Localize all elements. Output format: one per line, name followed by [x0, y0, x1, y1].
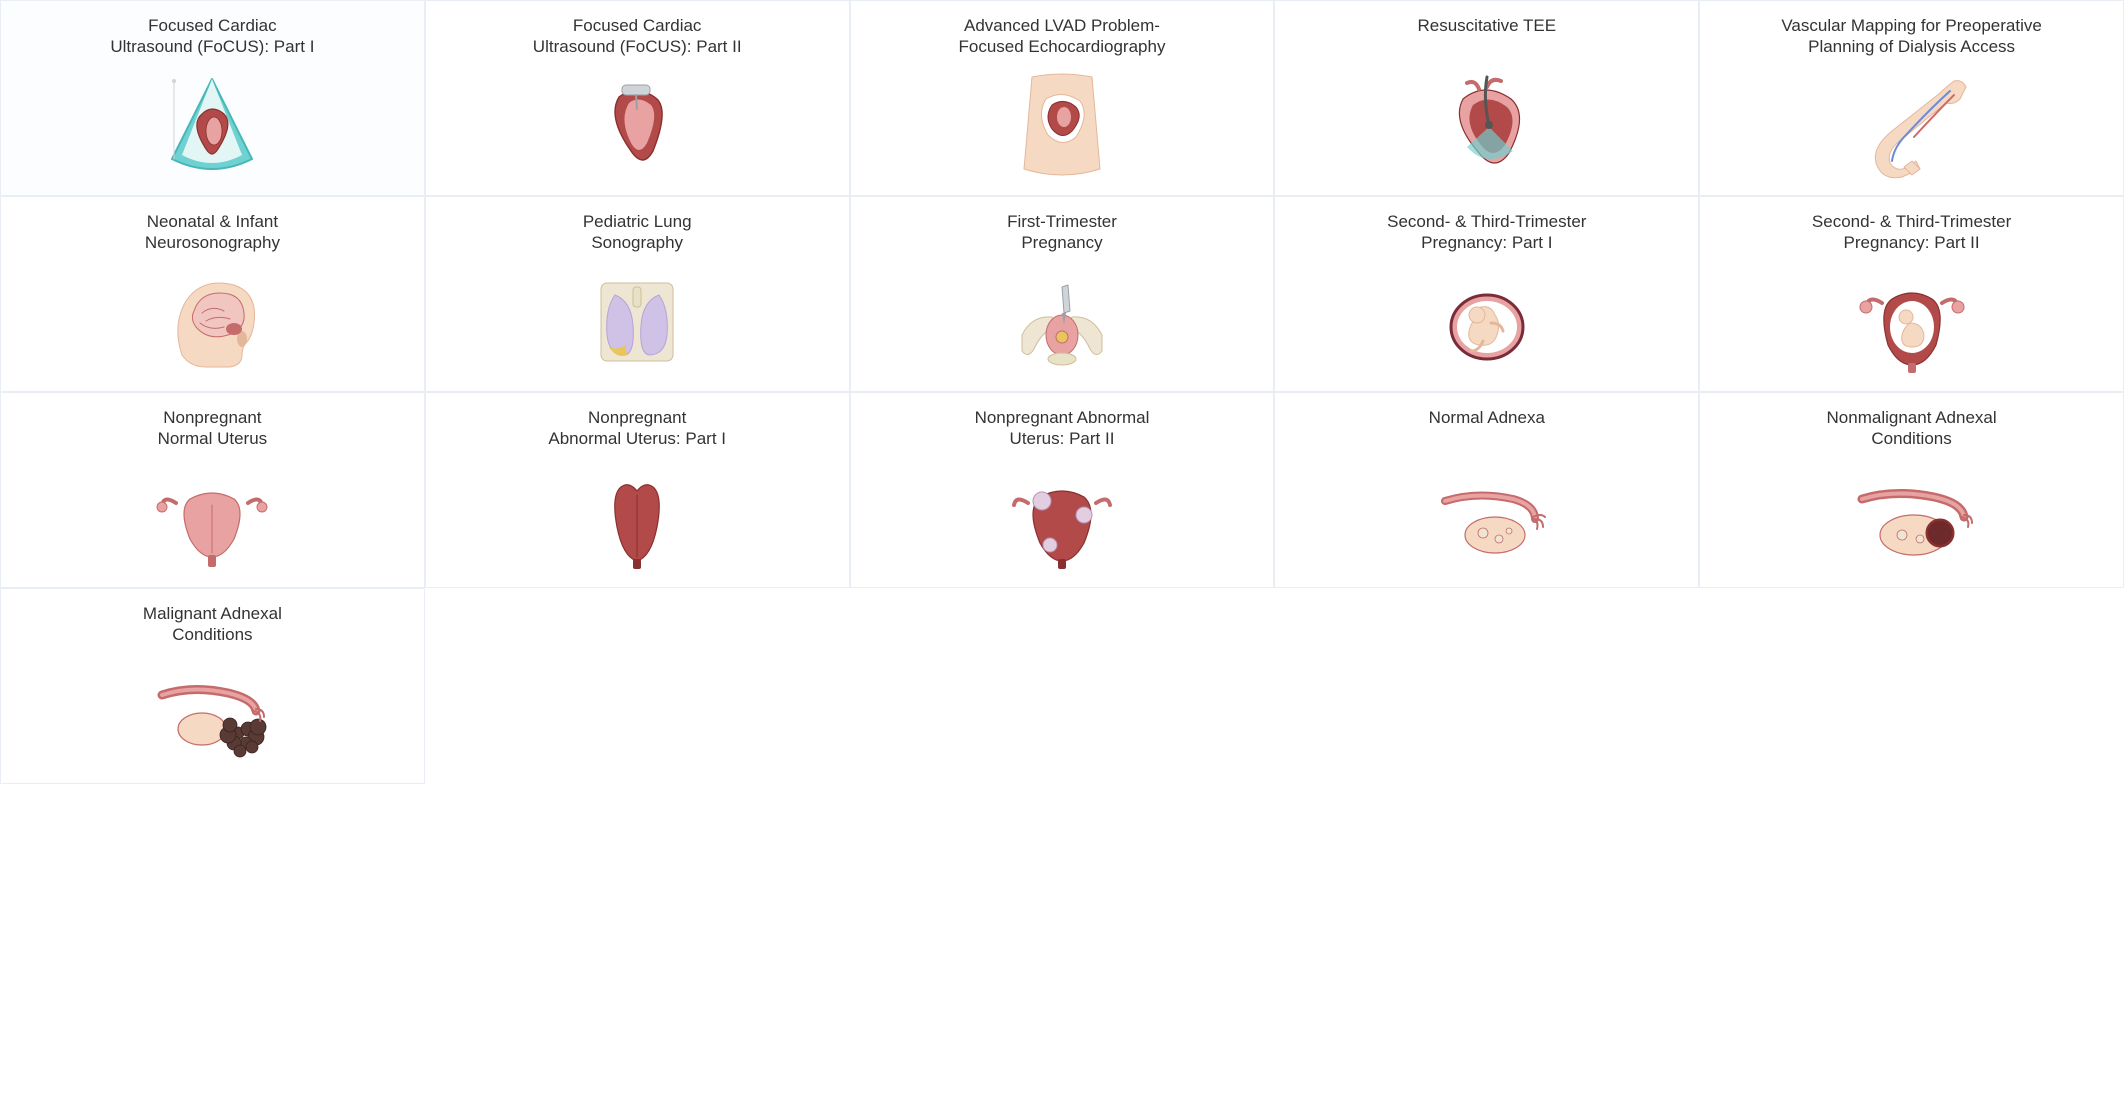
module-card-focus-p1[interactable]: Focused Cardiac Ultrasound (FoCUS): Part…	[0, 0, 425, 196]
module-title: Nonpregnant Abnormal Uterus: Part II	[975, 407, 1150, 451]
module-title: Pediatric Lung Sonography	[583, 211, 692, 255]
module-title: Vascular Mapping for Preoperative Planni…	[1781, 15, 2042, 59]
focus1-icon	[142, 69, 282, 179]
uterus_ab2-icon	[992, 461, 1132, 571]
module-card-adnexa-nm[interactable]: Nonmalignant Adnexal Conditions	[1699, 392, 2124, 588]
module-card-tri1[interactable]: First-Trimester Pregnancy	[850, 196, 1275, 392]
module-title: Resuscitative TEE	[1418, 15, 1557, 59]
module-title: Advanced LVAD Problem- Focused Echocardi…	[959, 15, 1166, 59]
uterus_ab1-icon	[567, 461, 707, 571]
module-title: First-Trimester Pregnancy	[1007, 211, 1117, 255]
module-title: Malignant Adnexal Conditions	[143, 603, 282, 647]
uterus_norm-icon	[142, 461, 282, 571]
module-title: Second- & Third-Trimester Pregnancy: Par…	[1812, 211, 2011, 255]
arm-icon	[1842, 69, 1982, 179]
module-title: Second- & Third-Trimester Pregnancy: Par…	[1387, 211, 1586, 255]
lungs-icon	[567, 265, 707, 375]
tri23b-icon	[1842, 265, 1982, 375]
module-card-vasc-map[interactable]: Vascular Mapping for Preoperative Planni…	[1699, 0, 2124, 196]
module-grid: Focused Cardiac Ultrasound (FoCUS): Part…	[0, 0, 2124, 784]
module-title: Neonatal & Infant Neurosonography	[145, 211, 280, 255]
module-card-np-ab2[interactable]: Nonpregnant Abnormal Uterus: Part II	[850, 392, 1275, 588]
neonate-icon	[142, 265, 282, 375]
module-title: Normal Adnexa	[1429, 407, 1545, 451]
module-card-np-normal[interactable]: Nonpregnant Normal Uterus	[0, 392, 425, 588]
module-card-np-ab1[interactable]: Nonpregnant Abnormal Uterus: Part I	[425, 392, 850, 588]
module-card-tri23-p1[interactable]: Second- & Third-Trimester Pregnancy: Par…	[1274, 196, 1699, 392]
module-title: Nonpregnant Abnormal Uterus: Part I	[548, 407, 726, 451]
module-card-ped-lung[interactable]: Pediatric Lung Sonography	[425, 196, 850, 392]
module-title: Nonmalignant Adnexal Conditions	[1827, 407, 1997, 451]
lvad-icon	[992, 69, 1132, 179]
module-card-tri23-p2[interactable]: Second- & Third-Trimester Pregnancy: Par…	[1699, 196, 2124, 392]
adnexa_m-icon	[142, 657, 282, 767]
focus2-icon	[567, 69, 707, 179]
adnexa_norm-icon	[1417, 461, 1557, 571]
module-card-tee[interactable]: Resuscitative TEE	[1274, 0, 1699, 196]
module-title: Focused Cardiac Ultrasound (FoCUS): Part…	[533, 15, 742, 59]
tri23a-icon	[1417, 265, 1557, 375]
module-card-adnexa-n[interactable]: Normal Adnexa	[1274, 392, 1699, 588]
module-title: Nonpregnant Normal Uterus	[158, 407, 268, 451]
module-card-focus-p2[interactable]: Focused Cardiac Ultrasound (FoCUS): Part…	[425, 0, 850, 196]
module-title: Focused Cardiac Ultrasound (FoCUS): Part…	[110, 15, 314, 59]
tee-icon	[1417, 69, 1557, 179]
tri1-icon	[992, 265, 1132, 375]
module-card-neo-neuro[interactable]: Neonatal & Infant Neurosonography	[0, 196, 425, 392]
module-card-adnexa-m[interactable]: Malignant Adnexal Conditions	[0, 588, 425, 784]
adnexa_nm-icon	[1842, 461, 1982, 571]
module-card-lvad[interactable]: Advanced LVAD Problem- Focused Echocardi…	[850, 0, 1275, 196]
